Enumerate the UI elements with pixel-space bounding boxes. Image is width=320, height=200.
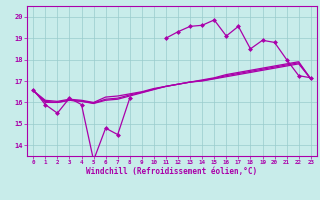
- X-axis label: Windchill (Refroidissement éolien,°C): Windchill (Refroidissement éolien,°C): [86, 167, 258, 176]
